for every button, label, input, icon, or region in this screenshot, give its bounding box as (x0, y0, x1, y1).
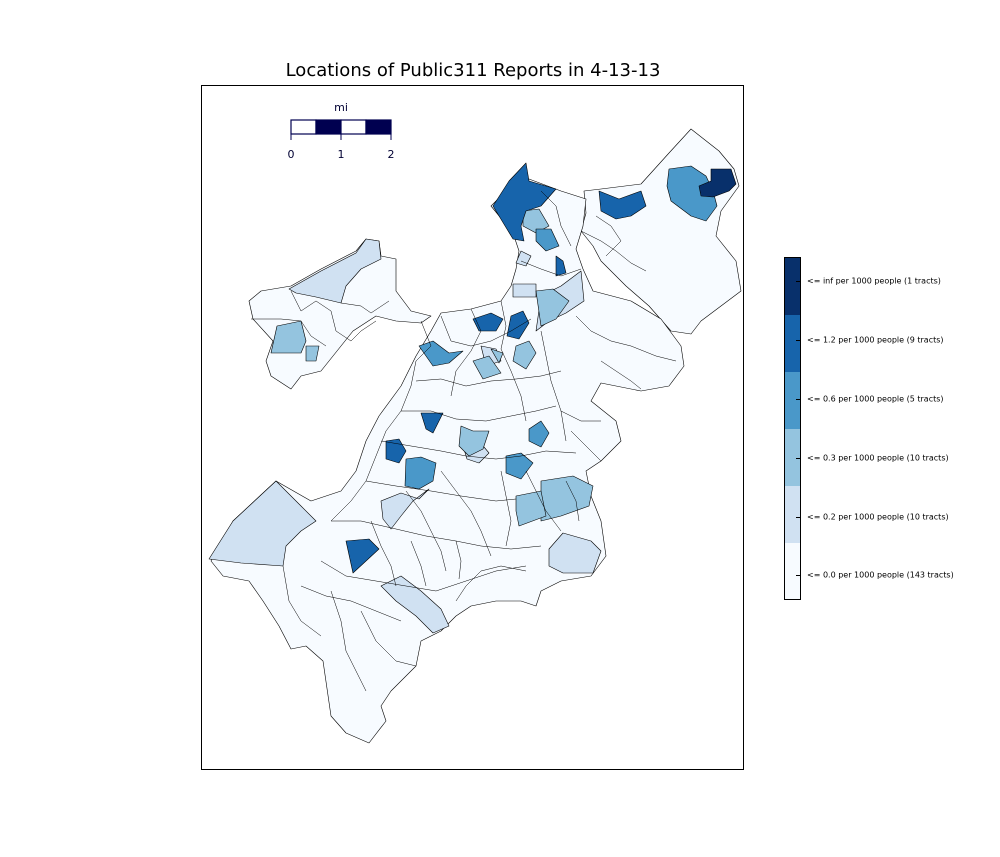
map-frame: mi 0 1 2 (201, 85, 744, 770)
scale-bar: mi 0 1 2 (288, 101, 395, 161)
scale-tick-1: 1 (338, 148, 345, 161)
legend-colorbar (784, 257, 801, 600)
scale-unit: mi (334, 101, 348, 114)
tract-map: mi 0 1 2 (208, 101, 742, 744)
legend-swatch-0 (785, 258, 800, 315)
legend-swatch-1 (785, 315, 800, 372)
legend-label-3: <= 0.3 per 1000 people (10 tracts) (807, 453, 949, 463)
legend-label-1: <= 1.2 per 1000 people (9 tracts) (807, 335, 944, 345)
scale-tick-0: 0 (288, 148, 295, 161)
tract-region-central (210, 175, 685, 744)
map-title: Locations of Public311 Reports in 4-13-1… (285, 60, 661, 81)
legend-swatch-2 (785, 372, 800, 429)
legend-swatch-4 (785, 486, 800, 543)
legend-label-5: <= 0.0 per 1000 people (143 tracts) (807, 570, 954, 580)
legend-swatch-5 (785, 543, 800, 599)
legend-label-2: <= 0.6 per 1000 people (5 tracts) (807, 394, 944, 404)
legend-swatch-3 (785, 429, 800, 486)
legend-label-4: <= 0.2 per 1000 people (10 tracts) (807, 512, 949, 522)
legend-label-0: <= inf per 1000 people (1 tracts) (807, 276, 941, 286)
scale-tick-2: 2 (388, 148, 395, 161)
